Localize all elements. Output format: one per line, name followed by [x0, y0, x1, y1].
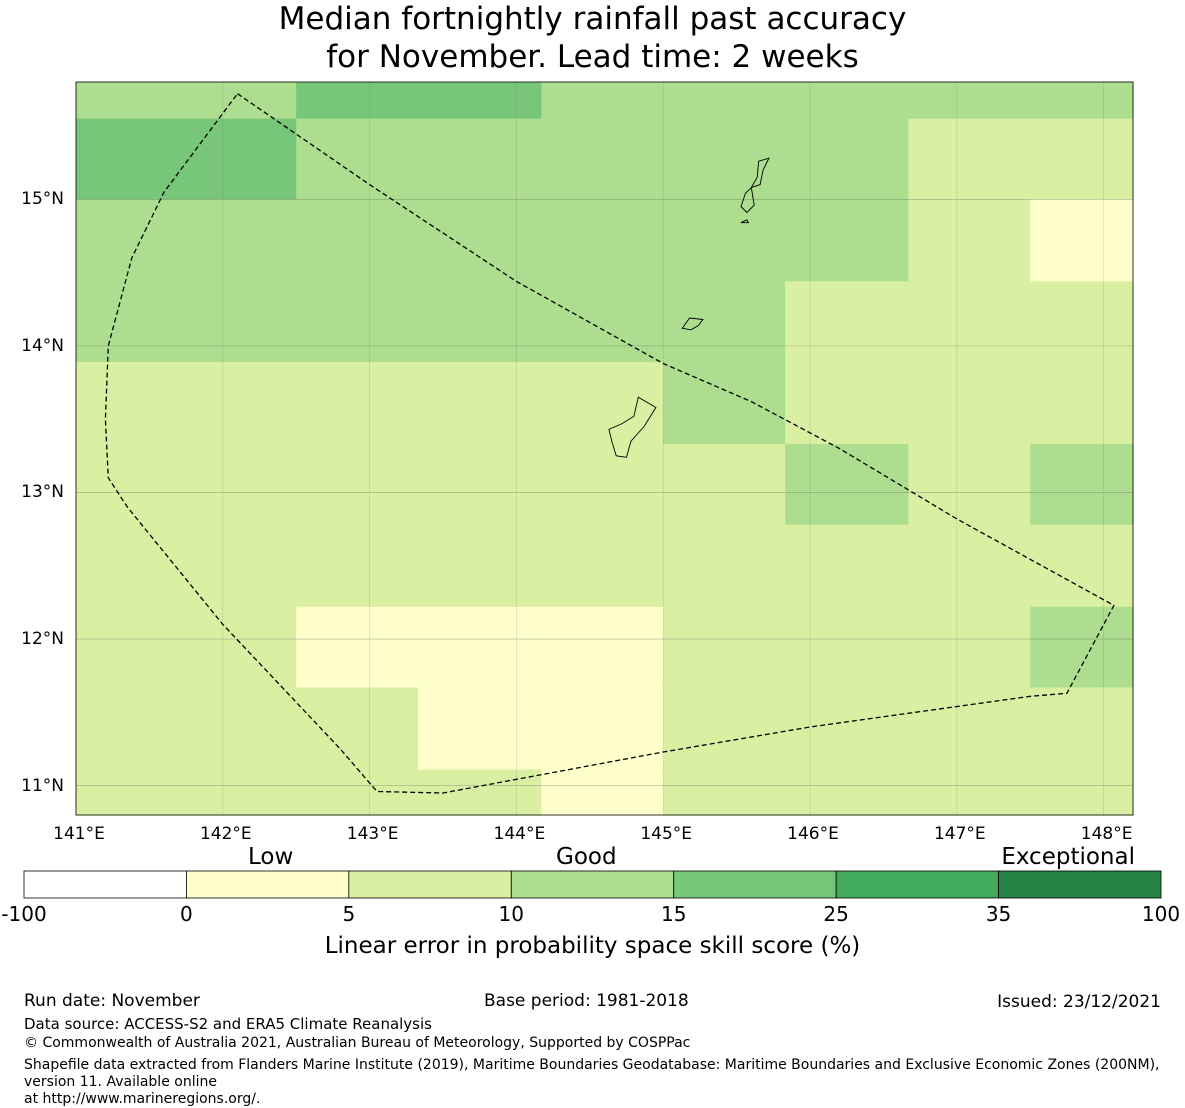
grid-cell — [76, 362, 664, 445]
island-outline — [750, 157, 770, 189]
colorbar-segment — [186, 870, 350, 899]
colorbar-tick-label: 35 — [985, 902, 1012, 926]
island-outline — [608, 396, 657, 458]
latitude-tick-label: 11°N — [21, 775, 64, 796]
grid-cell — [541, 82, 1134, 120]
colorbar-segment — [673, 870, 837, 899]
longitude-tick-label: 148°E — [1080, 824, 1133, 844]
island-outline — [740, 186, 755, 214]
colorbar-tick-label: 0 — [180, 902, 193, 926]
colorbar-tick-label: 15 — [660, 902, 687, 926]
grid-cell — [541, 769, 664, 816]
map-title: Median fortnightly rainfall past accurac… — [0, 0, 1185, 76]
grid-cell — [76, 82, 297, 120]
grid-cell — [663, 606, 1031, 689]
grid-cell — [76, 199, 909, 282]
grid-cell — [1030, 199, 1134, 282]
grid-cell — [76, 444, 786, 526]
colorbar-label: Linear error in probability space skill … — [324, 933, 861, 959]
colorbar-category-label: Good — [556, 844, 617, 870]
grid-cell — [908, 118, 1134, 200]
grid-cell — [296, 118, 909, 200]
island-outline — [740, 219, 750, 224]
longitude-tick-label: 143°E — [346, 824, 399, 844]
colorbar-tick-label: -100 — [1, 902, 47, 926]
colorbar-tick-label: 5 — [342, 902, 356, 926]
colorbar-segment — [510, 870, 675, 899]
longitude-tick-label: 142°E — [199, 824, 252, 844]
skill-grid — [76, 82, 1134, 816]
latitude-tick-label: 13°N — [21, 482, 64, 503]
colorbar-segment — [348, 870, 512, 899]
graticule — [75, 82, 1133, 815]
island-outline — [681, 317, 704, 331]
grid-cell — [76, 606, 297, 689]
colorbar-tick-label: 100 — [1141, 902, 1181, 926]
run-date: Run date: November — [24, 991, 200, 1011]
grid-cell — [296, 82, 542, 120]
latitude-tick-label: 15°N — [21, 189, 64, 210]
grid-cell — [296, 606, 664, 689]
data-source: Data source: ACCESS-S2 and ERA5 Climate … — [24, 1015, 432, 1033]
colorbar-segment — [998, 870, 1162, 899]
colorbar — [23, 870, 1162, 899]
grid-cell — [785, 362, 1134, 445]
colorbar-tick-label: 10 — [498, 902, 524, 926]
longitude-tick-label: 146°E — [787, 824, 839, 844]
grid-cell — [76, 281, 786, 363]
grid-cell — [663, 769, 1134, 816]
grid-cell — [785, 281, 1134, 363]
grid-cell — [1030, 444, 1134, 526]
grid-cell — [76, 118, 297, 200]
coastlines — [608, 157, 770, 458]
base-period: Base period: 1981-2018 — [484, 991, 689, 1011]
latitude-tick-label: 12°N — [21, 629, 64, 650]
grid-cell — [76, 687, 419, 771]
grid-cell — [418, 687, 664, 771]
latitude-tick-label: 14°N — [21, 335, 64, 356]
issued-date: Issued: 23/12/2021 — [997, 992, 1161, 1012]
shapefile-credit-line-2: at http://www.marineregions.org/. — [24, 1091, 261, 1107]
title-line-2: for November. Lead time: 2 weeks — [326, 39, 859, 75]
colorbar-category-label: Exceptional — [1001, 844, 1135, 870]
colorbar-segment — [835, 870, 999, 899]
copyright: © Commonwealth of Australia 2021, Austra… — [24, 1035, 691, 1051]
grid-cell — [663, 362, 786, 445]
longitude-tick-label: 141°E — [53, 824, 105, 844]
grid-cell — [908, 199, 1031, 282]
colorbar-category-label: Low — [248, 844, 294, 870]
grid-cell — [908, 444, 1031, 526]
longitude-tick-label: 147°E — [933, 824, 986, 844]
longitude-tick-label: 145°E — [640, 824, 693, 844]
grid-cell — [785, 444, 909, 526]
colorbar-segment — [23, 870, 187, 899]
map-frame — [75, 81, 1134, 816]
colorbar-tick-label: 25 — [823, 902, 849, 926]
grid-cell — [76, 769, 542, 816]
eez-line — [104, 93, 1115, 794]
eez-boundary — [104, 93, 1115, 794]
grid-cell — [663, 687, 1134, 771]
grid-cell — [76, 524, 1134, 608]
shapefile-credit: Shapefile data extracted from Flanders M… — [24, 1057, 1174, 1108]
longitude-tick-label: 144°E — [493, 824, 546, 844]
shapefile-credit-line-1: Shapefile data extracted from Flanders M… — [24, 1057, 1160, 1090]
title-line-1: Median fortnightly rainfall past accurac… — [278, 1, 907, 37]
grid-cell — [1030, 606, 1134, 689]
